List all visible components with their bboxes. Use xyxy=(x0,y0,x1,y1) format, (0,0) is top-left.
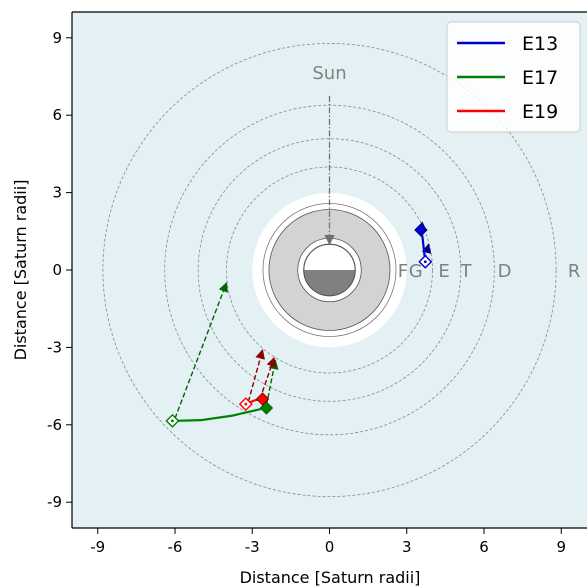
y-tick-label-1: -6 xyxy=(47,416,62,434)
ticks: -9 -6 -3 0 3 6 9 -9 -6 -3 0 3 6 9 xyxy=(47,29,566,556)
legend-label-e19: E19 xyxy=(522,101,558,123)
orbit-circle-3 xyxy=(102,42,557,498)
legend-label-e17: E17 xyxy=(522,67,558,89)
legend-label-e13: E13 xyxy=(522,33,558,55)
e17-trajectory xyxy=(172,406,266,423)
x-tick-label-6: 9 xyxy=(556,538,566,556)
saturn-night-side xyxy=(303,270,356,296)
y-tick-label-5: 6 xyxy=(52,106,62,124)
e17-start-marker xyxy=(259,401,274,415)
x-axis-label: Distance [Saturn radii] xyxy=(240,568,421,587)
ring-label-f: F xyxy=(398,261,408,282)
orbit-circle-1 xyxy=(197,138,462,402)
e13-start-marker xyxy=(414,223,428,237)
ring-label-e: E xyxy=(438,261,449,282)
y-tick-label-4: 3 xyxy=(52,184,62,202)
ring-label-r: R xyxy=(568,261,581,282)
e17-end-dot xyxy=(171,419,174,423)
x-tick-label-5: 6 xyxy=(479,538,489,556)
y-tick-label-3: 0 xyxy=(52,261,62,279)
x-tick-label-2: -3 xyxy=(245,538,260,556)
ring-label-g: G xyxy=(409,261,423,282)
e13-end-dot xyxy=(423,260,427,264)
plot-area: Sun F G E T D R xyxy=(102,42,581,498)
x-tick-label-0: -9 xyxy=(90,538,105,556)
legend-box xyxy=(446,21,581,133)
orbit-circle-0 xyxy=(226,166,433,374)
y-tick-label-0: -9 xyxy=(47,493,62,511)
x-tick-label-1: -6 xyxy=(168,538,183,556)
legend: E13 E17 E19 xyxy=(446,21,581,133)
x-tick-label-3: 0 xyxy=(325,538,335,556)
y-axis-label: Distance [Saturn radii] xyxy=(11,180,30,361)
ring-label-t: T xyxy=(459,261,472,282)
e19-end-dot xyxy=(244,402,248,406)
y-tick-label-6: 9 xyxy=(52,29,62,47)
ring-label-d: D xyxy=(498,261,512,282)
x-tick-label-4: 3 xyxy=(402,538,412,556)
e19-start-marker xyxy=(255,392,270,406)
y-tick-label-2: -3 xyxy=(47,338,62,356)
e19-field-arrow-0 xyxy=(247,349,265,402)
e17-field-arrow-0 xyxy=(174,281,228,419)
sun-label: Sun xyxy=(312,63,346,84)
